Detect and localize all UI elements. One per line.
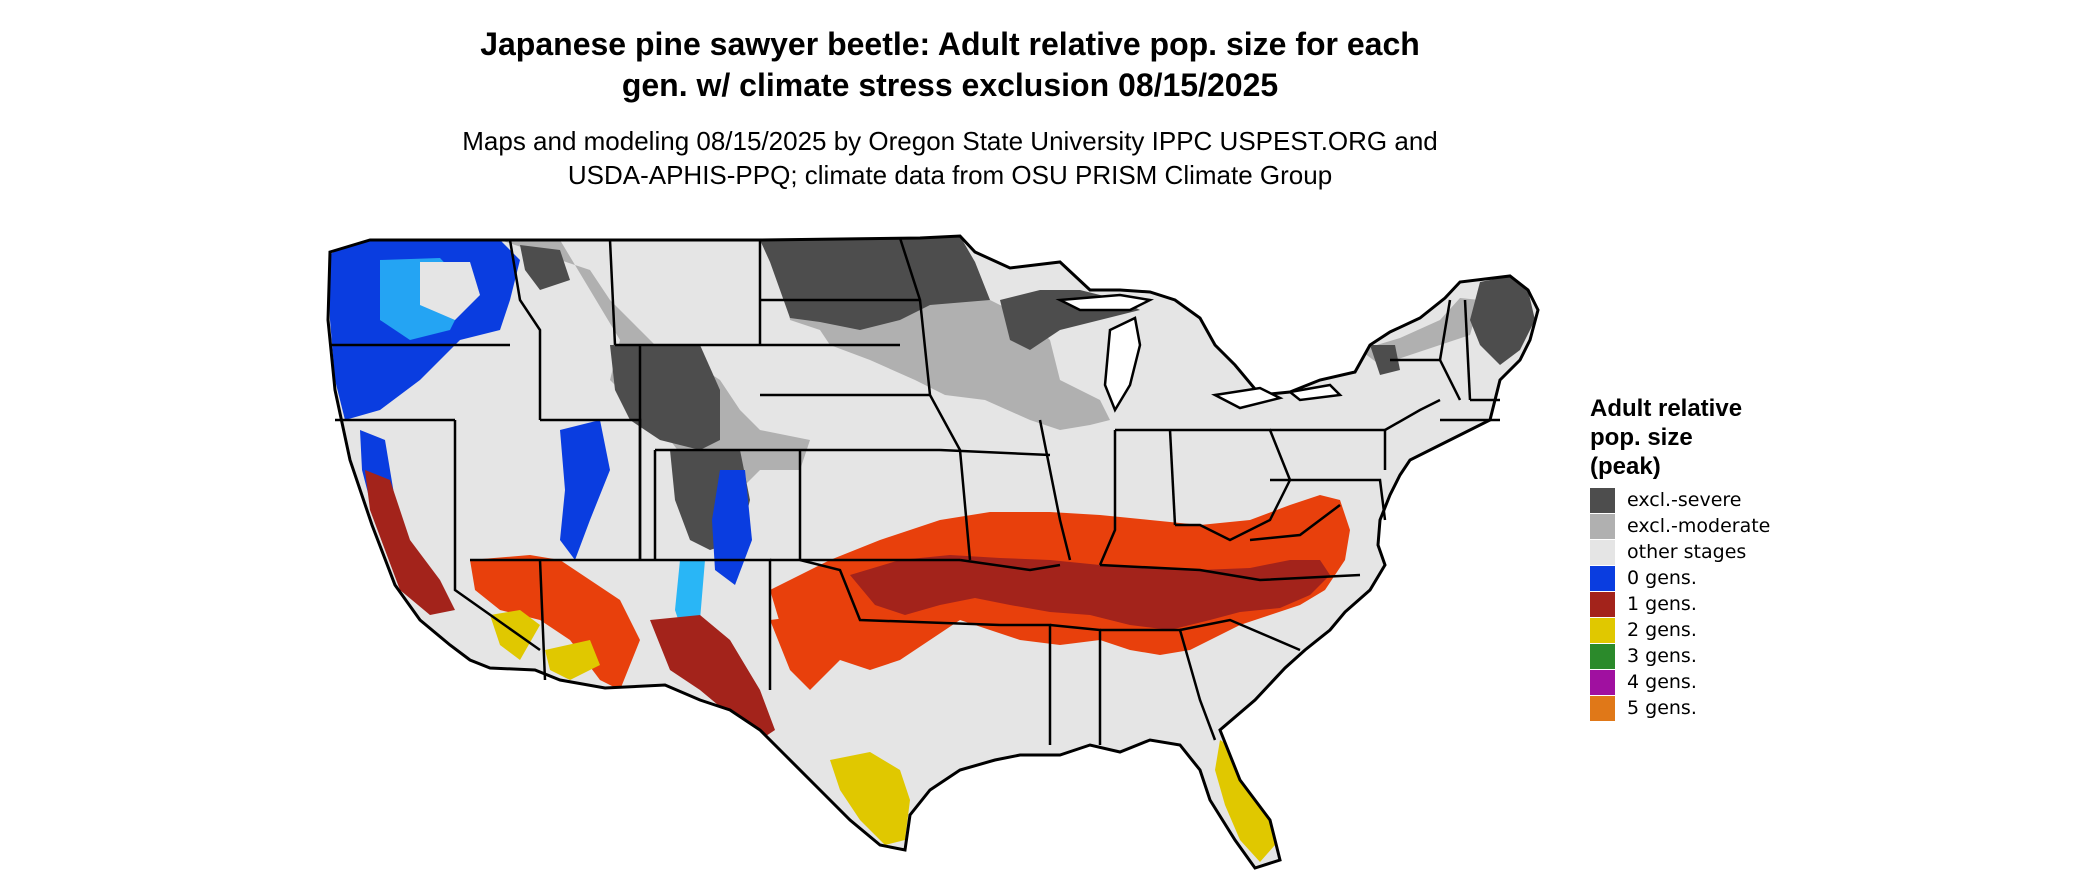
legend-item-2-gens: 2 gens.	[1590, 617, 1810, 643]
legend-label: 1 gens.	[1627, 593, 1697, 615]
region-excl-severe-maine	[1470, 276, 1535, 365]
map-subtitle: Maps and modeling 08/15/2025 by Oregon S…	[0, 124, 1900, 192]
conus-outline	[326, 234, 1540, 870]
region-2-gens-texas	[830, 752, 910, 845]
legend-swatch	[1590, 669, 1615, 695]
region-1-gens-texas	[770, 615, 840, 690]
region-1-gens-southwest	[470, 555, 640, 690]
title-line-2: gen. w/ climate stress exclusion 08/15/2…	[621, 67, 1279, 103]
legend-label: excl.-severe	[1627, 489, 1742, 511]
legend-item-3-gens: 3 gens.	[1590, 643, 1810, 669]
region-1-gens-band-dark	[850, 555, 1330, 630]
legend-item-1-gens: 1 gens.	[1590, 591, 1810, 617]
region-excl-severe-wyoming	[610, 345, 720, 450]
legend-label: 0 gens.	[1627, 567, 1697, 589]
legend-item-5-gens: 5 gens.	[1590, 695, 1810, 721]
legend-swatch	[1590, 565, 1615, 591]
legend-swatch	[1590, 617, 1615, 643]
legend-title: Adult relative pop. size (peak)	[1590, 394, 1810, 481]
legend-item-excl-moderate: excl.-moderate	[1590, 513, 1810, 539]
legend-swatch	[1590, 695, 1615, 721]
legend-label: excl.-moderate	[1627, 515, 1771, 537]
legend-label: other stages	[1627, 541, 1747, 563]
legend-swatch	[1590, 539, 1615, 565]
region-excl-severe-ny	[1370, 345, 1400, 375]
region-excl-severe-dakotas	[760, 236, 990, 330]
legend-swatch	[1590, 591, 1615, 617]
state-borders	[330, 237, 1500, 745]
region-2-gens-az-2	[545, 640, 600, 680]
legend-title-line-2: pop. size	[1590, 424, 1693, 451]
legend-swatch	[1590, 487, 1615, 513]
legend-label: 2 gens.	[1627, 619, 1697, 641]
region-1-gens-nm-red	[650, 615, 775, 740]
title-line-1: Japanese pine sawyer beetle: Adult relat…	[480, 26, 1420, 62]
map-legend: Adult relative pop. size (peak) excl.-se…	[1590, 394, 1810, 721]
legend-label: 5 gens.	[1627, 697, 1697, 719]
region-0-gens-rockies	[560, 420, 610, 560]
legend-swatch	[1590, 513, 1615, 539]
legend-title-line-3: (peak)	[1590, 453, 1661, 480]
subtitle-line-2: USDA-APHIS-PPQ; climate data from OSU PR…	[567, 160, 1333, 190]
map-title: Japanese pine sawyer beetle: Adult relat…	[0, 24, 1900, 106]
region-0-gens-colorado	[712, 470, 752, 585]
legend-item-0-gens: 0 gens.	[1590, 565, 1810, 591]
great-lakes	[1055, 293, 1343, 413]
region-2-gens-florida	[1215, 740, 1275, 862]
subtitle-line-1: Maps and modeling 08/15/2025 by Oregon S…	[462, 126, 1438, 156]
legend-swatch	[1590, 643, 1615, 669]
legend-item-other-stages: other stages	[1590, 539, 1810, 565]
region-excl-severe-montana	[520, 245, 570, 290]
legend-title-line-1: Adult relative	[1590, 395, 1743, 422]
region-1-gens-ca	[365, 470, 455, 615]
us-map	[326, 234, 1540, 870]
region-0-gens-pnw-gray	[420, 262, 480, 320]
legend-item-4-gens: 4 gens.	[1590, 669, 1810, 695]
legend-label: 4 gens.	[1627, 671, 1697, 693]
legend-item-excl-severe: excl.-severe	[1590, 487, 1810, 513]
legend-label: 3 gens.	[1627, 645, 1697, 667]
